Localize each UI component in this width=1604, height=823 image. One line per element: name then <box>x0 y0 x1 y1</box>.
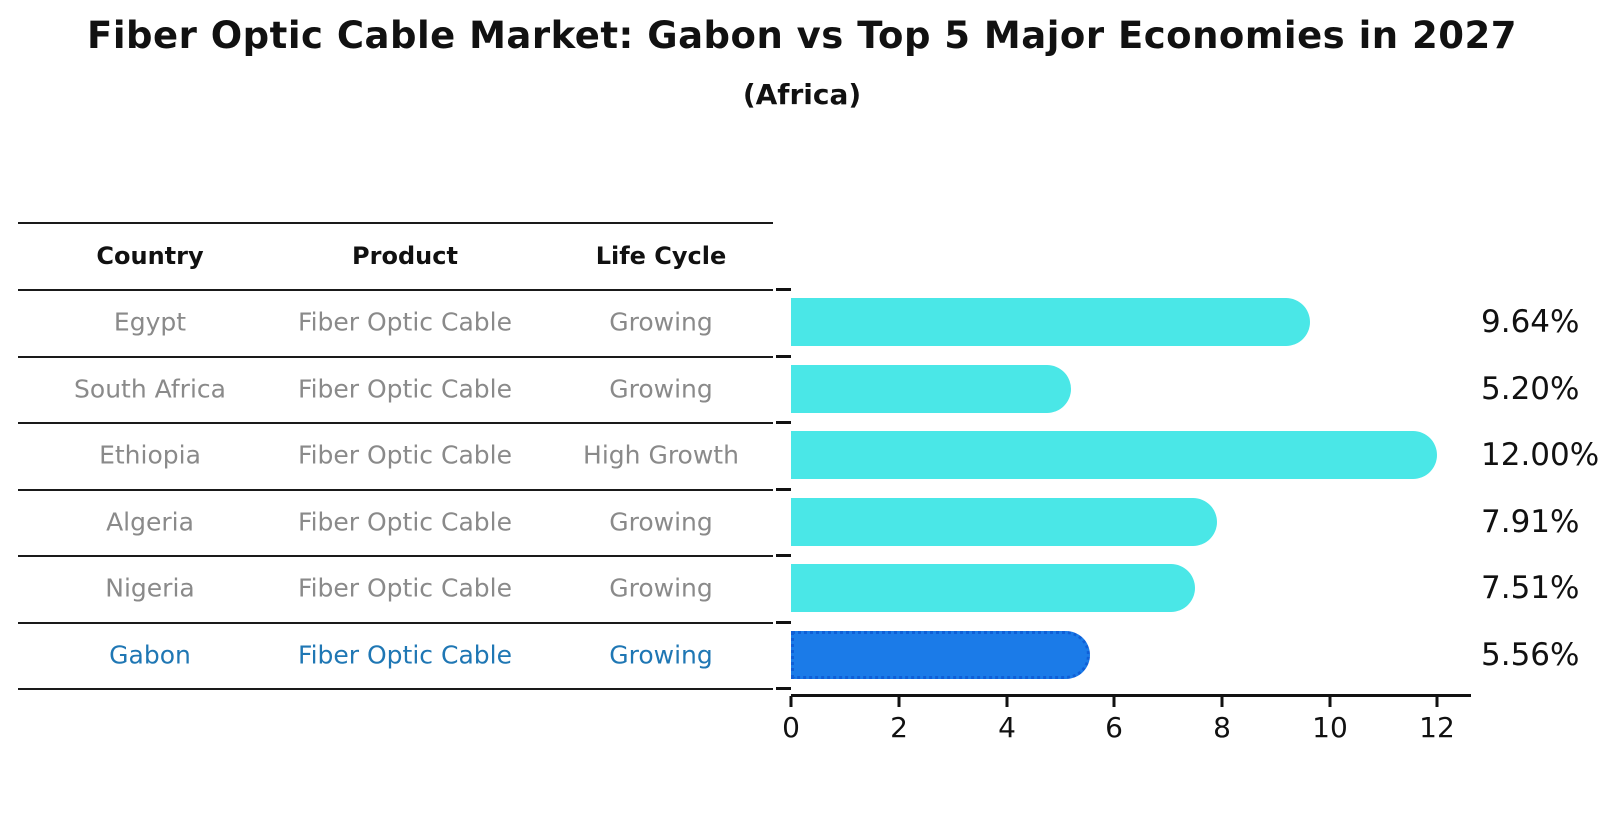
x-tick-label: 2 <box>890 711 908 744</box>
cell-product: Fiber Optic Cable <box>298 573 512 603</box>
bar-gabon-highlighted <box>791 631 1090 679</box>
x-tick-label: 4 <box>998 711 1016 744</box>
bar-egypt <box>791 298 1310 346</box>
x-tick-label: 0 <box>782 711 800 744</box>
table-divider <box>18 688 773 690</box>
bar-south-africa <box>791 365 1071 413</box>
x-tick <box>1112 696 1116 707</box>
cell-life-cycle: Growing <box>609 640 713 670</box>
column-header-life-cycle: Life Cycle <box>595 242 727 270</box>
y-tick <box>776 288 791 291</box>
x-tick <box>1220 696 1224 707</box>
x-tick <box>1435 696 1439 707</box>
x-tick <box>1005 696 1009 707</box>
y-tick <box>776 355 791 358</box>
chart-subtitle: (Africa) <box>742 78 862 111</box>
x-tick-label: 12 <box>1419 711 1455 744</box>
y-tick <box>776 421 791 424</box>
cell-country: Algeria <box>106 507 194 537</box>
cell-country: Egypt <box>113 307 187 337</box>
x-tick-label: 10 <box>1312 711 1348 744</box>
value-label-south-africa: 5.20% <box>1481 371 1580 407</box>
y-tick <box>776 687 791 690</box>
cell-product: Fiber Optic Cable <box>298 440 512 470</box>
y-tick <box>776 488 791 491</box>
x-tick <box>1328 696 1332 707</box>
cell-life-cycle: Growing <box>609 307 713 337</box>
table-divider <box>18 289 773 291</box>
x-tick-label: 8 <box>1213 711 1231 744</box>
table-divider <box>18 222 773 224</box>
value-label-algeria: 7.91% <box>1481 504 1580 540</box>
table-divider <box>18 356 773 358</box>
x-tick <box>897 696 901 707</box>
x-axis-line <box>791 694 1471 697</box>
value-label-egypt: 9.64% <box>1481 304 1580 340</box>
value-label-nigeria: 7.51% <box>1481 570 1580 606</box>
y-tick <box>776 621 791 624</box>
cell-life-cycle: Growing <box>609 374 713 404</box>
table-divider <box>18 622 773 624</box>
cell-life-cycle: Growing <box>609 573 713 603</box>
cell-product: Fiber Optic Cable <box>298 507 512 537</box>
cell-product: Fiber Optic Cable <box>298 307 512 337</box>
column-header-country: Country <box>96 242 204 270</box>
x-tick <box>789 696 793 707</box>
y-tick <box>776 554 791 557</box>
cell-country: South Africa <box>74 374 226 404</box>
value-label-ethiopia: 12.00% <box>1481 437 1600 473</box>
bar-algeria <box>791 498 1217 546</box>
table-divider <box>18 489 773 491</box>
bar-nigeria <box>791 564 1195 612</box>
chart-title: Fiber Optic Cable Market: Gabon vs Top 5… <box>87 14 1517 57</box>
table-divider <box>18 422 773 424</box>
cell-country: Nigeria <box>105 573 195 603</box>
cell-product: Fiber Optic Cable <box>298 374 512 404</box>
cell-country: Gabon <box>109 640 191 670</box>
cell-life-cycle: Growing <box>609 507 713 537</box>
table-divider <box>18 555 773 557</box>
value-label-gabon: 5.56% <box>1481 637 1580 673</box>
bar-ethiopia <box>791 431 1437 479</box>
cell-life-cycle: High Growth <box>583 440 739 470</box>
column-header-product: Product <box>352 242 458 270</box>
x-tick-label: 6 <box>1105 711 1123 744</box>
cell-product: Fiber Optic Cable <box>298 640 512 670</box>
cell-country: Ethiopia <box>99 440 201 470</box>
